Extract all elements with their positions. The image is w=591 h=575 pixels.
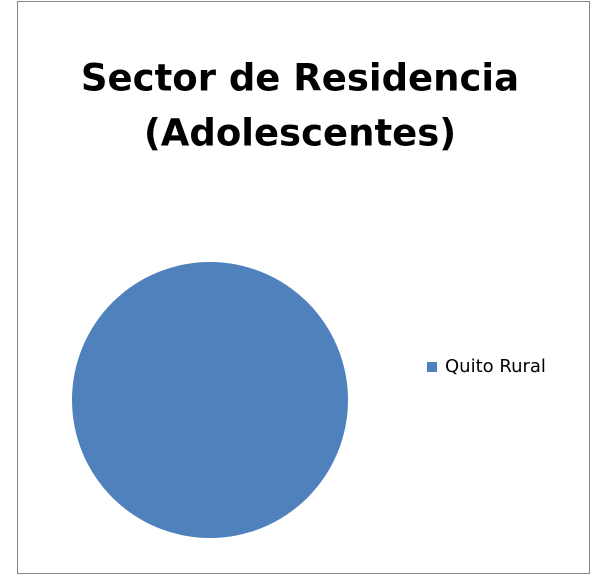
chart-title: Sector de Residencia — [81, 57, 519, 100]
pie-slice — [72, 262, 348, 538]
legend-swatch — [427, 362, 437, 372]
chart-title: (Adolescentes) — [144, 112, 456, 155]
legend-label: Quito Rural — [445, 356, 546, 377]
